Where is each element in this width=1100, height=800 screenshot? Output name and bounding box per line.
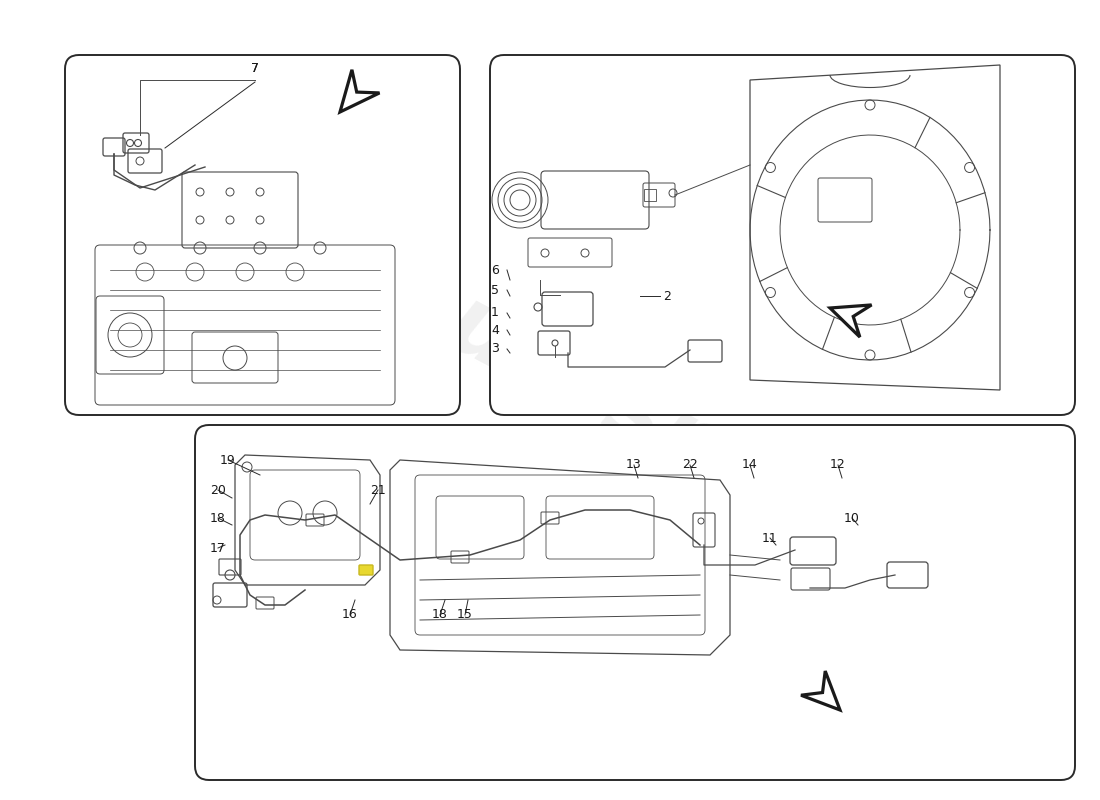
Text: a passion for parts since 1985: a passion for parts since 1985: [337, 485, 703, 695]
FancyBboxPatch shape: [490, 55, 1075, 415]
Text: 18: 18: [210, 511, 225, 525]
Text: 4: 4: [491, 323, 499, 337]
Text: 2: 2: [663, 290, 671, 302]
Polygon shape: [340, 70, 379, 112]
Text: 5: 5: [491, 283, 499, 297]
Text: 14: 14: [742, 458, 758, 471]
FancyBboxPatch shape: [65, 55, 460, 415]
Text: 11: 11: [762, 531, 778, 545]
Text: 7: 7: [251, 62, 258, 75]
FancyBboxPatch shape: [195, 425, 1075, 780]
Text: 3: 3: [491, 342, 499, 355]
Text: 10: 10: [844, 511, 860, 525]
Text: 20: 20: [210, 483, 225, 497]
Polygon shape: [801, 671, 840, 710]
Text: 22: 22: [682, 458, 697, 471]
Text: 12: 12: [830, 458, 846, 471]
Text: 19: 19: [220, 454, 235, 466]
Text: 1: 1: [491, 306, 499, 319]
Text: eurospares: eurospares: [375, 249, 945, 611]
Text: 21: 21: [370, 483, 386, 497]
Polygon shape: [830, 305, 871, 337]
Text: 17: 17: [210, 542, 225, 554]
Text: 13: 13: [626, 458, 642, 471]
Text: 15: 15: [458, 609, 473, 622]
Text: 16: 16: [342, 609, 358, 622]
Text: 18: 18: [432, 609, 448, 622]
Text: 6: 6: [491, 263, 499, 277]
FancyBboxPatch shape: [359, 565, 373, 575]
Text: 7: 7: [251, 62, 258, 75]
